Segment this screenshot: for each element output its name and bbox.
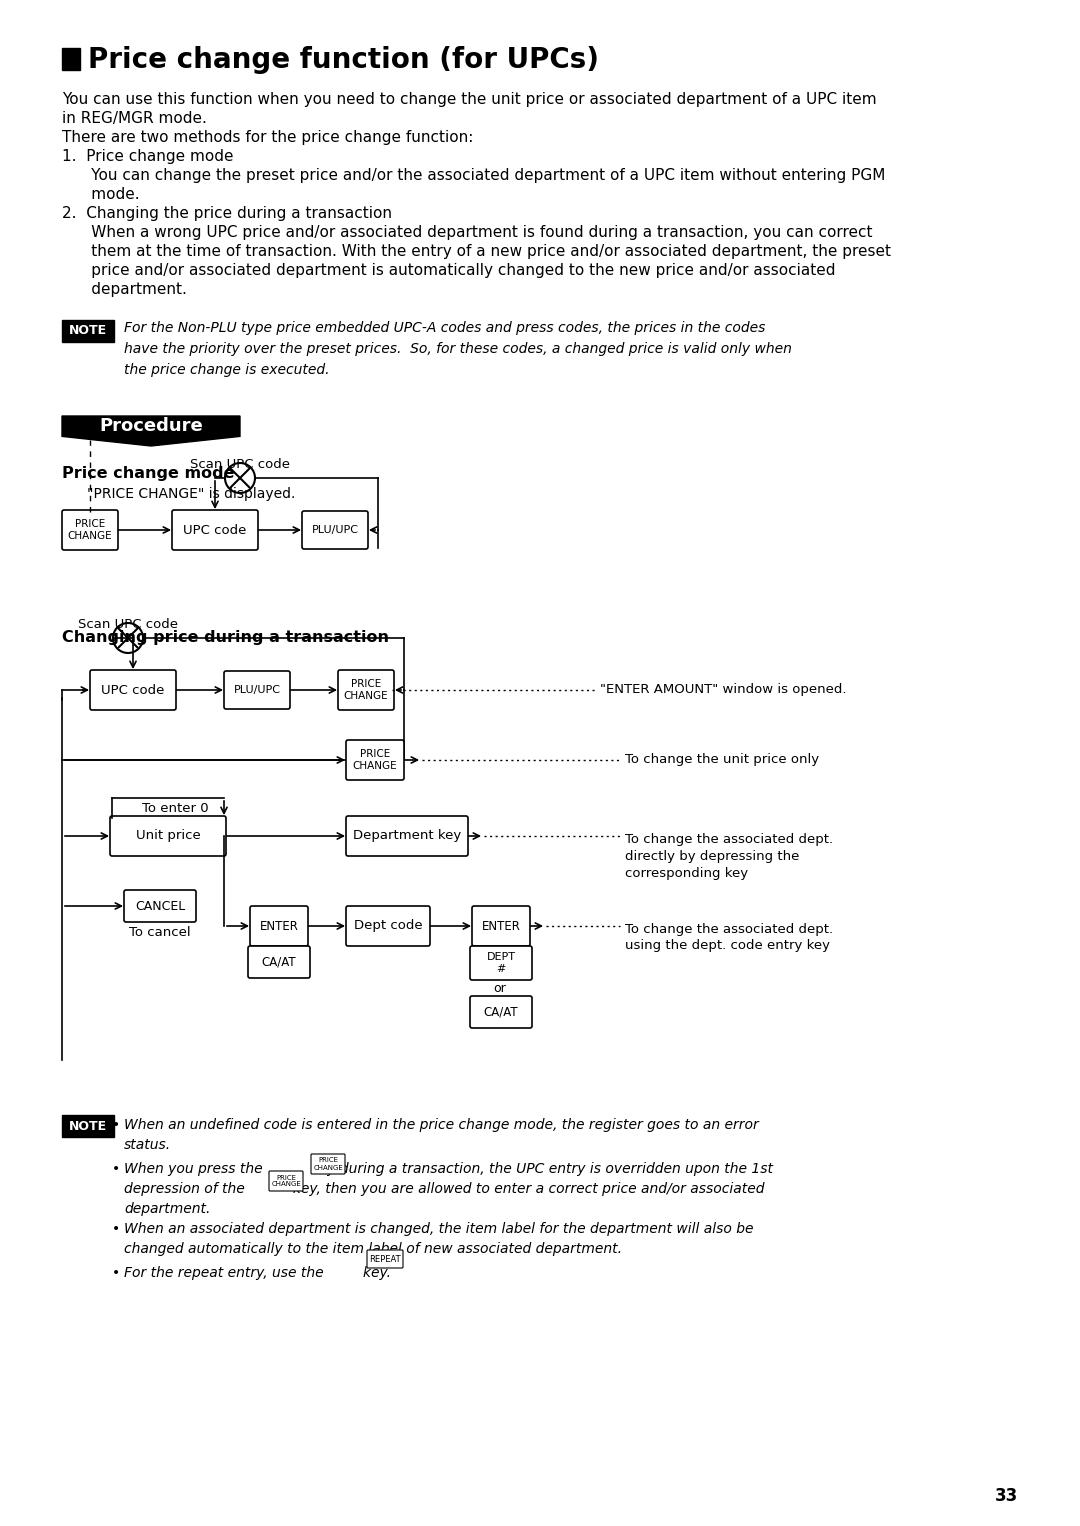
Text: "ENTER AMOUNT" window is opened.: "ENTER AMOUNT" window is opened. xyxy=(600,684,847,696)
Text: PRICE
CHANGE: PRICE CHANGE xyxy=(353,749,397,771)
FancyBboxPatch shape xyxy=(110,816,226,856)
Text: There are two methods for the price change function:: There are two methods for the price chan… xyxy=(62,130,473,145)
Text: DEPT
#: DEPT # xyxy=(486,952,515,974)
Text: When an associated department is changed, the item label for the department will: When an associated department is changed… xyxy=(124,1222,754,1256)
FancyBboxPatch shape xyxy=(470,996,532,1029)
FancyBboxPatch shape xyxy=(269,1170,303,1190)
Text: PLU/UPC: PLU/UPC xyxy=(233,685,281,694)
Text: When a wrong UPC price and/or associated department is found during a transactio: When a wrong UPC price and/or associated… xyxy=(62,224,873,240)
Text: them at the time of transaction. With the entry of a new price and/or associated: them at the time of transaction. With th… xyxy=(62,244,891,259)
FancyBboxPatch shape xyxy=(338,670,394,710)
Text: 1.  Price change mode: 1. Price change mode xyxy=(62,150,233,163)
Text: Unit price: Unit price xyxy=(136,830,201,842)
Text: CANCEL: CANCEL xyxy=(135,899,185,913)
Text: NOTE: NOTE xyxy=(69,325,107,337)
Text: using the dept. code entry key: using the dept. code entry key xyxy=(625,938,831,952)
FancyBboxPatch shape xyxy=(124,890,195,922)
Text: Department key: Department key xyxy=(353,830,461,842)
Text: in REG/MGR mode.: in REG/MGR mode. xyxy=(62,111,207,127)
Text: For the repeat entry, use the         key.: For the repeat entry, use the key. xyxy=(124,1267,391,1280)
Text: To cancel: To cancel xyxy=(130,926,191,938)
Text: 33: 33 xyxy=(995,1486,1018,1505)
FancyBboxPatch shape xyxy=(224,671,291,710)
Text: or: or xyxy=(494,983,507,995)
Text: To change the unit price only: To change the unit price only xyxy=(625,754,819,766)
Text: mode.: mode. xyxy=(62,188,139,201)
Text: PRICE
CHANGE: PRICE CHANGE xyxy=(343,679,389,700)
FancyBboxPatch shape xyxy=(311,1154,345,1173)
Text: 2.  Changing the price during a transaction: 2. Changing the price during a transacti… xyxy=(62,206,392,221)
Text: PRICE
CHANGE: PRICE CHANGE xyxy=(271,1175,301,1187)
FancyBboxPatch shape xyxy=(248,946,310,978)
Text: You can use this function when you need to change the unit price or associated d: You can use this function when you need … xyxy=(62,92,877,107)
Text: REPEAT: REPEAT xyxy=(369,1254,401,1264)
Text: UPC code: UPC code xyxy=(184,523,246,537)
Text: To enter 0: To enter 0 xyxy=(141,803,208,815)
Text: department.: department. xyxy=(62,282,187,298)
Text: To change the associated dept.: To change the associated dept. xyxy=(625,833,833,845)
Text: NOTE: NOTE xyxy=(69,1120,107,1132)
Text: •: • xyxy=(112,1222,120,1236)
Text: PRICE
CHANGE: PRICE CHANGE xyxy=(68,519,112,540)
FancyBboxPatch shape xyxy=(62,320,114,342)
Text: Changing price during a transaction: Changing price during a transaction xyxy=(62,630,389,645)
Text: CA/AT: CA/AT xyxy=(484,1006,518,1018)
FancyBboxPatch shape xyxy=(172,510,258,549)
Text: •: • xyxy=(112,1267,120,1280)
Text: price and/or associated department is automatically changed to the new price and: price and/or associated department is au… xyxy=(62,262,836,278)
Text: When you press the           key during a transaction, the UPC entry is overridd: When you press the key during a transact… xyxy=(124,1161,773,1216)
FancyBboxPatch shape xyxy=(367,1250,403,1268)
FancyBboxPatch shape xyxy=(346,740,404,780)
Text: Scan UPC code: Scan UPC code xyxy=(190,458,291,472)
FancyBboxPatch shape xyxy=(90,670,176,710)
Text: When an undefined code is entered in the price change mode, the register goes to: When an undefined code is entered in the… xyxy=(124,1119,759,1152)
FancyBboxPatch shape xyxy=(346,906,430,946)
FancyBboxPatch shape xyxy=(62,510,118,549)
Bar xyxy=(62,47,80,70)
Polygon shape xyxy=(62,417,240,446)
Text: PLU/UPC: PLU/UPC xyxy=(311,525,359,536)
Text: directly by depressing the: directly by depressing the xyxy=(625,850,799,864)
Text: "PRICE CHANGE" is displayed.: "PRICE CHANGE" is displayed. xyxy=(87,487,295,501)
Text: CA/AT: CA/AT xyxy=(261,955,296,969)
Text: corresponding key: corresponding key xyxy=(625,867,748,881)
Text: or: or xyxy=(272,948,285,961)
FancyBboxPatch shape xyxy=(346,816,468,856)
Text: •: • xyxy=(112,1161,120,1177)
Text: Procedure: Procedure xyxy=(99,417,203,435)
Text: UPC code: UPC code xyxy=(102,684,164,696)
FancyBboxPatch shape xyxy=(249,906,308,946)
Text: You can change the preset price and/or the associated department of a UPC item w: You can change the preset price and/or t… xyxy=(62,168,886,183)
Text: •: • xyxy=(112,1119,120,1132)
Text: PRICE
CHANGE: PRICE CHANGE xyxy=(313,1158,342,1170)
Text: Price change mode: Price change mode xyxy=(62,465,234,481)
Text: To change the associated dept.: To change the associated dept. xyxy=(625,923,833,935)
Text: or: or xyxy=(495,948,508,961)
Text: ENTER: ENTER xyxy=(259,920,298,932)
Text: For the Non-PLU type price embedded UPC-A codes and press codes, the prices in t: For the Non-PLU type price embedded UPC-… xyxy=(124,320,792,377)
Text: Scan UPC code: Scan UPC code xyxy=(78,618,178,630)
FancyBboxPatch shape xyxy=(62,1116,114,1137)
FancyBboxPatch shape xyxy=(302,511,368,549)
FancyBboxPatch shape xyxy=(472,906,530,946)
Text: Price change function (for UPCs): Price change function (for UPCs) xyxy=(87,46,599,73)
Text: Dept code: Dept code xyxy=(353,920,422,932)
Text: ENTER: ENTER xyxy=(482,920,521,932)
FancyBboxPatch shape xyxy=(470,946,532,980)
